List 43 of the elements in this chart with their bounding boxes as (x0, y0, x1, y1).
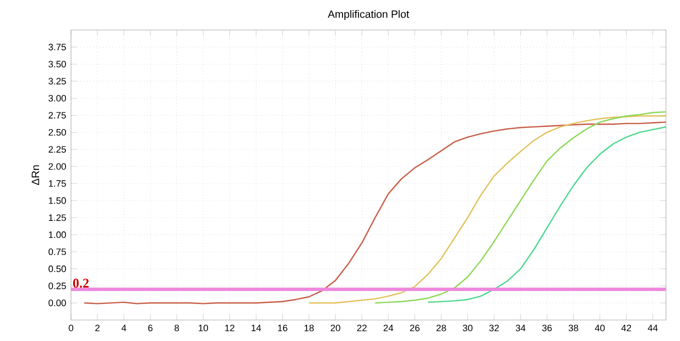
y-tick-label: 1.00 (48, 231, 66, 238)
y-tick-label: 1.50 (48, 197, 66, 204)
y-tick-label: 1.75 (48, 180, 66, 187)
line-series (374, 111, 666, 304)
x-tick-label: 42 (621, 324, 632, 332)
chart-title: Amplification Plot (328, 10, 410, 20)
y-tick-label: 0.25 (48, 282, 66, 290)
x-tick-label: 28 (436, 324, 446, 332)
x-tick-label: 6 (148, 324, 152, 332)
y-tick-label: 2.00 (48, 163, 66, 170)
x-tick-label: 12 (225, 324, 234, 332)
x-tick-label: 2 (95, 324, 100, 332)
x-tick-label: 32 (489, 324, 499, 332)
y-tick-label: 3.75 (48, 44, 66, 50)
x-tick-label: 14 (252, 324, 262, 332)
x-tick-label: 24 (384, 324, 394, 332)
x-tick-label: 34 (516, 324, 526, 332)
y-tick-label: 2.25 (48, 146, 66, 153)
x-tick-label: 4 (122, 324, 126, 332)
y-tick-label: 3.50 (48, 60, 66, 68)
x-tick-label: 40 (594, 324, 605, 332)
y-axis-title: ΔRn (32, 165, 40, 186)
x-tick-label: 44 (648, 324, 658, 332)
x-tick-label: 26 (410, 324, 420, 332)
y-tick-label: 2.50 (48, 129, 66, 136)
y-tick-label: 0.75 (48, 248, 66, 256)
y-tick-label: 2.75 (48, 112, 66, 119)
x-tick-label: 20 (330, 324, 340, 332)
x-tick-label: 38 (568, 324, 578, 332)
x-tick-label: 36 (542, 324, 552, 332)
y-tick-label: 0.50 (48, 266, 66, 272)
x-tick-label: 22 (357, 324, 367, 332)
y-tick-label: 3.00 (48, 94, 66, 102)
y-tick-label: 0.00 (48, 300, 66, 306)
x-tick-label: 0 (68, 324, 74, 332)
x-tick-label: 18 (304, 324, 314, 332)
x-tick-label: 16 (278, 324, 288, 332)
x-tick-label: 10 (198, 324, 208, 332)
y-tick-label: 3.25 (48, 78, 66, 84)
ref-line-label: 0.2 (73, 278, 89, 288)
x-tick-label: 30 (462, 324, 472, 332)
x-tick-label: 8 (174, 324, 179, 332)
y-tick-label: 1.25 (48, 214, 66, 221)
